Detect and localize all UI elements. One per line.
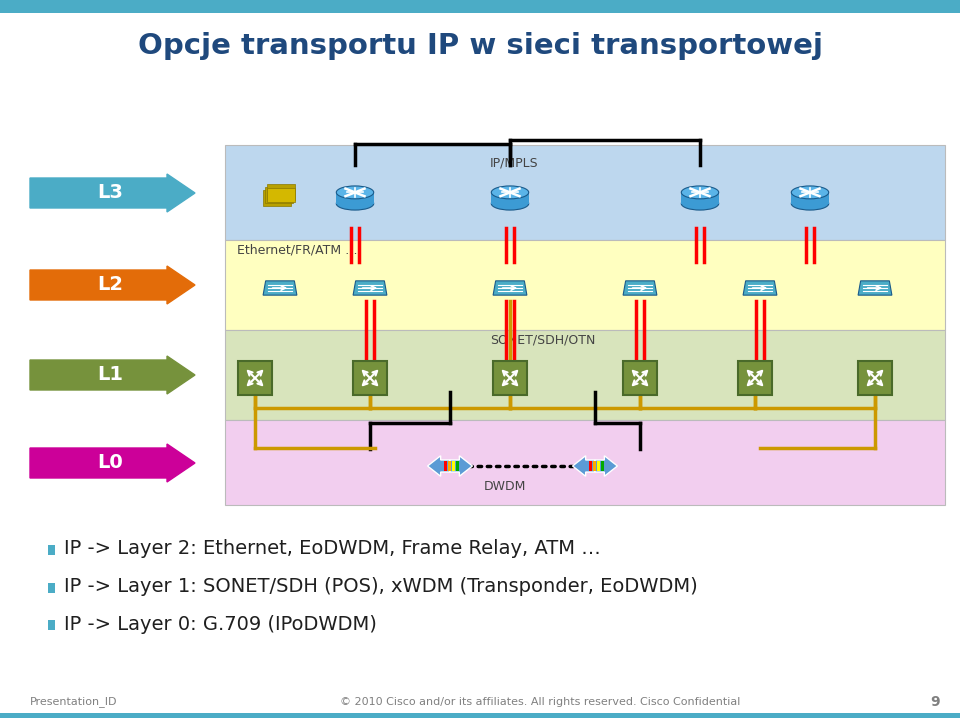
Text: © 2010 Cisco and/or its affiliates. All rights reserved.: © 2010 Cisco and/or its affiliates. All … (340, 697, 636, 707)
Bar (593, 461, 596, 471)
Text: Ethernet/FR/ATM …: Ethernet/FR/ATM … (237, 243, 358, 256)
Ellipse shape (336, 197, 373, 210)
Text: Opcje transportu IP w sieci transportowej: Opcje transportu IP w sieci transportowe… (137, 32, 823, 60)
Polygon shape (743, 281, 777, 295)
Bar (225, 330, 945, 420)
Text: SONET/SDH/OTN: SONET/SDH/OTN (490, 333, 595, 347)
Bar (858, 361, 892, 395)
Bar (48, 583, 55, 593)
Ellipse shape (791, 186, 828, 199)
Bar (682, 192, 719, 204)
Bar (623, 361, 657, 395)
Ellipse shape (682, 186, 719, 199)
Bar (353, 361, 387, 395)
Text: L2: L2 (97, 276, 123, 294)
Polygon shape (493, 281, 527, 295)
Text: 9: 9 (930, 695, 940, 709)
FancyArrow shape (30, 356, 195, 394)
Bar (267, 184, 295, 200)
Ellipse shape (682, 197, 719, 210)
Bar (0, 713, 960, 718)
Bar (267, 188, 295, 202)
Bar (263, 190, 291, 206)
Ellipse shape (791, 197, 828, 210)
FancyArrow shape (450, 456, 472, 476)
Bar (456, 461, 459, 471)
Text: L3: L3 (97, 184, 123, 202)
Bar (48, 545, 55, 555)
Bar (48, 620, 55, 630)
FancyArrow shape (30, 444, 195, 482)
Bar (452, 461, 455, 471)
Text: L0: L0 (97, 454, 123, 472)
Polygon shape (353, 281, 387, 295)
Text: IP -> Layer 2: Ethernet, EoDWDM, Frame Relay, ATM …: IP -> Layer 2: Ethernet, EoDWDM, Frame R… (64, 539, 601, 559)
Text: DWDM: DWDM (484, 480, 526, 493)
Text: L1: L1 (97, 365, 123, 385)
Bar (336, 192, 373, 204)
Bar (738, 361, 772, 395)
Bar (444, 461, 447, 471)
Ellipse shape (336, 186, 373, 199)
Text: IP/MPLS: IP/MPLS (490, 157, 539, 169)
Bar (225, 240, 945, 330)
FancyArrow shape (30, 174, 195, 212)
Text: IP -> Layer 1: SONET/SDH (POS), xWDM (Transponder, EoDWDM): IP -> Layer 1: SONET/SDH (POS), xWDM (Tr… (64, 577, 698, 597)
Ellipse shape (492, 186, 529, 199)
Bar (597, 461, 600, 471)
Text: Presentation_ID: Presentation_ID (30, 696, 117, 707)
FancyArrow shape (427, 456, 450, 476)
Bar (589, 461, 592, 471)
Bar (0, 0, 960, 13)
Bar (448, 461, 451, 471)
Bar (493, 361, 527, 395)
Bar (238, 361, 272, 395)
FancyArrow shape (572, 456, 595, 476)
Text: Cisco Confidential: Cisco Confidential (640, 697, 740, 707)
Bar (492, 192, 529, 204)
Bar (791, 192, 828, 204)
Text: IP -> Layer 0: G.709 (IPoDWDM): IP -> Layer 0: G.709 (IPoDWDM) (64, 615, 377, 633)
FancyArrow shape (30, 266, 195, 304)
Polygon shape (263, 281, 297, 295)
Bar (225, 145, 945, 240)
Bar (225, 420, 945, 505)
FancyArrow shape (595, 456, 617, 476)
Bar (265, 187, 293, 203)
Bar (601, 461, 604, 471)
Polygon shape (858, 281, 892, 295)
Polygon shape (623, 281, 657, 295)
Ellipse shape (492, 197, 529, 210)
